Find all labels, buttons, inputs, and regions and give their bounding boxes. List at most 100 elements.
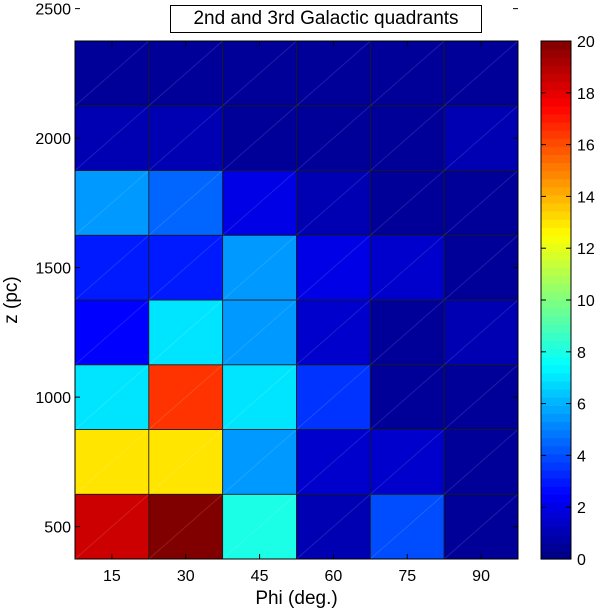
colorbar-segment xyxy=(541,97,571,107)
colorbar-segment xyxy=(541,275,571,285)
cell-diagonal xyxy=(148,429,223,495)
colorbar-segment xyxy=(541,413,571,423)
colorbar-segment xyxy=(541,486,571,495)
colorbar-segment xyxy=(541,437,571,447)
heatmap-cell xyxy=(296,299,371,366)
heatmap-cell xyxy=(148,493,224,560)
cell-diagonal xyxy=(222,234,297,301)
cell-diagonal xyxy=(296,493,371,560)
colorbar-segment xyxy=(541,194,571,204)
colorbar-segment xyxy=(541,518,571,528)
colorbar-segment xyxy=(541,202,571,212)
cell-diagonal xyxy=(74,364,150,430)
colorbar-segment xyxy=(541,510,571,520)
heatmap-cell xyxy=(369,493,445,560)
heatmap-cell xyxy=(222,493,297,560)
colorbar-segment xyxy=(541,324,571,333)
cell-diagonal xyxy=(74,299,150,366)
colorbar-segment xyxy=(541,405,571,414)
heatmap-cell xyxy=(148,364,224,430)
heatmap-cell xyxy=(74,40,150,107)
cell-diagonal xyxy=(443,299,519,366)
heatmap-cell xyxy=(222,40,297,107)
cell-diagonal xyxy=(296,234,371,301)
colorbar-segment xyxy=(541,291,571,301)
cell-diagonal xyxy=(148,364,223,430)
heatmap-cell xyxy=(148,40,224,107)
colorbar-segment xyxy=(541,251,571,261)
heatmap-cell xyxy=(74,299,150,366)
colorbar-segment xyxy=(541,170,571,180)
heatmap-cell xyxy=(296,429,371,495)
colorbar-tick-label: 10 xyxy=(577,293,595,310)
cell-diagonal xyxy=(443,234,519,301)
colorbar-segment xyxy=(541,162,571,172)
cell-diagonal xyxy=(74,234,150,301)
cell-diagonal xyxy=(74,105,150,171)
colorbar-tick-label: 12 xyxy=(577,241,595,258)
y-tick-label: 1500 xyxy=(35,261,71,278)
heatmap-cell xyxy=(148,105,224,171)
colorbar-segment xyxy=(541,89,571,99)
cell-diagonal xyxy=(74,40,150,107)
cell-diagonal xyxy=(222,299,297,366)
heatmap-cell xyxy=(369,170,445,236)
heatmap-cell xyxy=(222,429,297,495)
colorbar-segment xyxy=(541,235,571,244)
colorbar-segment xyxy=(541,340,571,350)
colorbar-segment xyxy=(541,348,571,358)
colorbar-tick-label: 8 xyxy=(577,345,586,362)
colorbar-segment xyxy=(541,81,571,91)
cell-diagonal xyxy=(296,429,371,495)
cell-diagonal xyxy=(370,170,445,236)
cell-diagonal xyxy=(370,493,445,560)
colorbar-segment xyxy=(541,332,571,342)
y-tick-label: 1000 xyxy=(35,390,71,407)
cell-diagonal xyxy=(148,40,223,107)
colorbar-segment xyxy=(541,267,571,277)
heatmap-cell xyxy=(74,364,150,430)
colorbar-segment xyxy=(541,380,571,390)
heatmap-cell xyxy=(296,234,371,301)
heatmap-cell xyxy=(296,105,371,171)
heatmap-cell xyxy=(369,40,445,107)
colorbar-segment xyxy=(541,154,571,164)
colorbar-segment xyxy=(541,113,571,123)
colorbar-segment xyxy=(541,316,571,325)
x-tick-label: 30 xyxy=(177,568,195,585)
cell-diagonal xyxy=(443,493,519,560)
colorbar-tick-label: 14 xyxy=(577,189,595,206)
cell-diagonal xyxy=(74,170,150,236)
heatmap-cell xyxy=(148,299,224,366)
y-tick-label: 2500 xyxy=(35,2,71,19)
colorbar-segment xyxy=(541,494,571,503)
heatmap-cell xyxy=(443,364,519,430)
colorbar-segment xyxy=(541,502,571,512)
chart-title: 2nd and 3rd Galactic quadrants xyxy=(170,5,482,33)
x-tick-label: 75 xyxy=(398,568,416,585)
heatmap-cells xyxy=(74,40,519,560)
colorbar-segment xyxy=(541,57,571,66)
cell-diagonal xyxy=(370,40,445,107)
colorbar-segment xyxy=(541,542,571,552)
cell-diagonal xyxy=(443,429,519,495)
cell-diagonal xyxy=(296,364,371,430)
heatmap-cell xyxy=(222,364,297,430)
colorbar: 0 2 4 6 8 10 12 14 16 18 20 xyxy=(540,34,595,569)
colorbar-segment xyxy=(541,105,571,115)
colorbar-segment xyxy=(541,300,571,309)
cell-diagonal xyxy=(296,299,371,366)
colorbar-segment xyxy=(541,469,571,479)
x-tick-label: 60 xyxy=(325,568,343,585)
cell-diagonal xyxy=(296,105,371,171)
colorbar-segment xyxy=(541,243,571,253)
heatmap-cell xyxy=(74,105,150,171)
colorbar-tick-label: 0 xyxy=(577,552,586,569)
cell-diagonal xyxy=(443,364,519,430)
colorbar-tick-label: 6 xyxy=(577,397,586,414)
colorbar-tick-label: 18 xyxy=(577,86,595,103)
cell-diagonal xyxy=(443,105,519,171)
colorbar-segment xyxy=(541,73,571,83)
